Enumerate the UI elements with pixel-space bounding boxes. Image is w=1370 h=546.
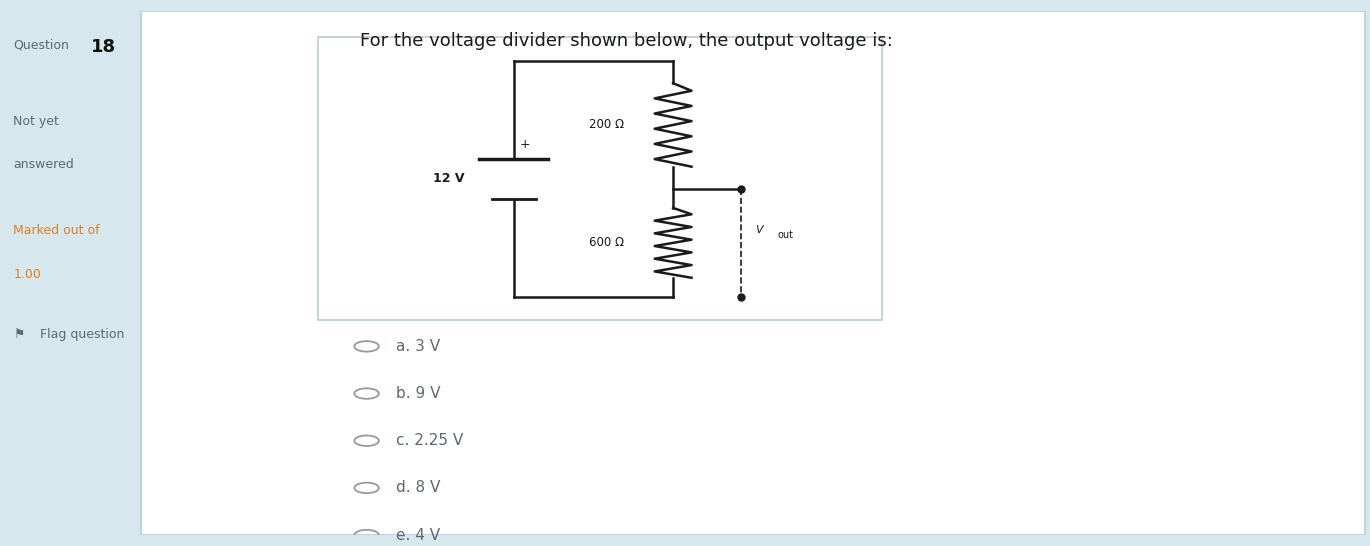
Text: Marked out of: Marked out of	[14, 224, 100, 237]
Text: 18: 18	[92, 38, 116, 56]
Text: ⚑: ⚑	[14, 328, 25, 341]
Text: Not yet: Not yet	[14, 115, 59, 128]
FancyBboxPatch shape	[141, 11, 1365, 535]
Text: 1.00: 1.00	[14, 268, 41, 281]
Text: For the voltage divider shown below, the output voltage is:: For the voltage divider shown below, the…	[360, 32, 893, 50]
Text: 12 V: 12 V	[433, 172, 464, 185]
Text: 600 Ω: 600 Ω	[589, 236, 625, 250]
Text: 200 Ω: 200 Ω	[589, 118, 625, 132]
FancyBboxPatch shape	[318, 37, 881, 320]
Text: d. 8 V: d. 8 V	[396, 480, 440, 495]
Text: a. 3 V: a. 3 V	[396, 339, 440, 354]
Text: c. 2.25 V: c. 2.25 V	[396, 433, 463, 448]
Text: V: V	[755, 225, 763, 235]
Text: Flag question: Flag question	[40, 328, 125, 341]
Text: Question: Question	[14, 38, 70, 51]
Text: e. 4 V: e. 4 V	[396, 527, 440, 543]
Text: out: out	[777, 230, 793, 240]
Text: +: +	[519, 138, 530, 151]
Text: answered: answered	[14, 158, 74, 171]
Text: b. 9 V: b. 9 V	[396, 386, 441, 401]
